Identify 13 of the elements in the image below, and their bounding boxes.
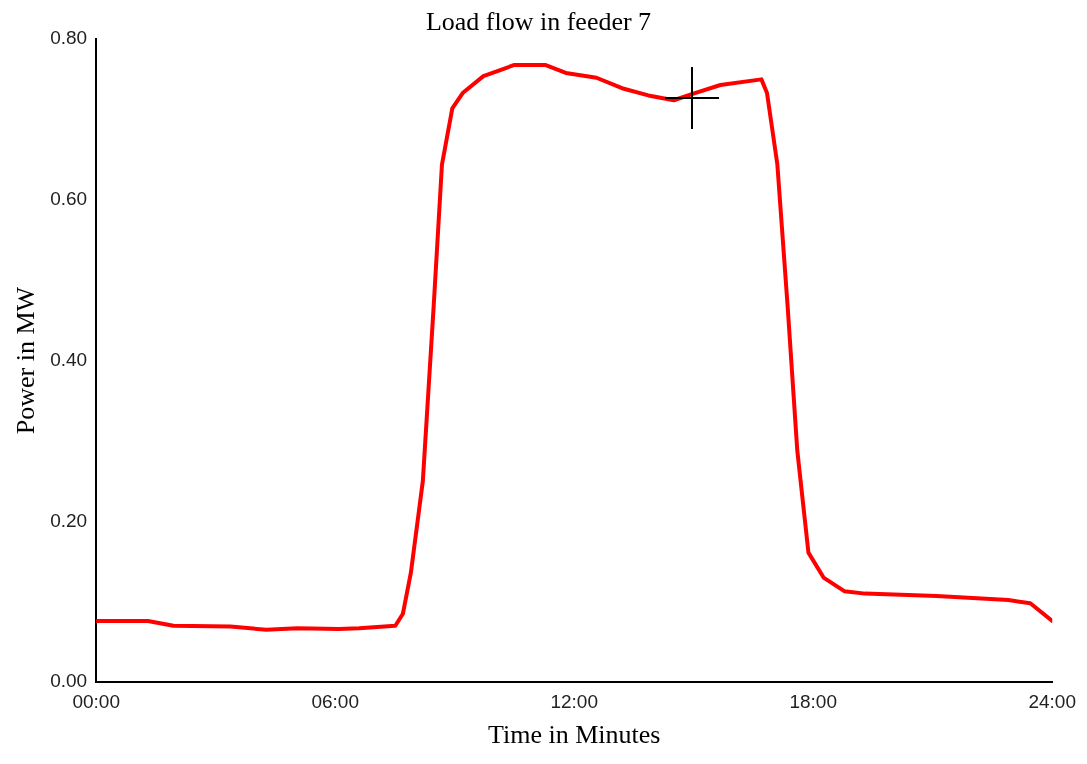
x-tick-label: 24:00 <box>1028 690 1076 712</box>
x-tick-label: 18:00 <box>789 690 837 712</box>
y-tick-label: 0.60 <box>50 188 88 210</box>
chart-title: Load flow in feeder 7 <box>425 7 652 37</box>
y-tick-label: 0.20 <box>50 509 88 531</box>
x-tick-label: 00:00 <box>72 690 120 712</box>
x-tick-label: 12:00 <box>550 690 598 712</box>
y-tick-label: 0.80 <box>50 27 88 49</box>
y-tick-label: 0.40 <box>50 348 88 370</box>
y-axis-title: Power in MW <box>11 286 41 435</box>
x-axis-title: Time in Minutes <box>488 720 661 750</box>
x-tick-label: 06:00 <box>311 690 359 712</box>
y-tick-label: 0.00 <box>50 670 88 692</box>
